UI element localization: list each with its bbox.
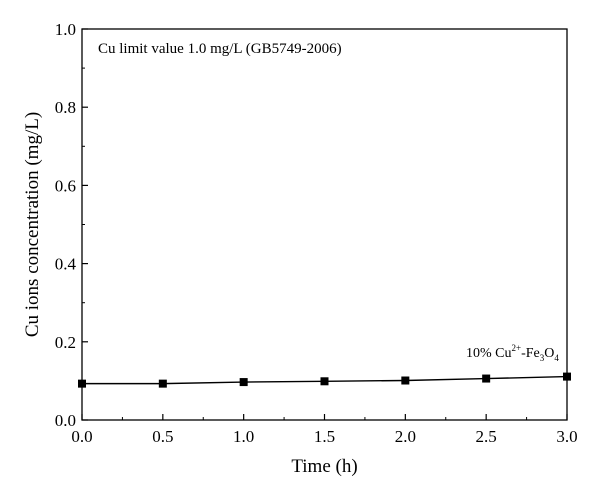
y-tick-label: 0.0 bbox=[55, 411, 76, 430]
y-tick-label: 0.2 bbox=[55, 333, 76, 352]
y-axis-title: Cu ions concentration (mg/L) bbox=[22, 112, 43, 337]
data-point-marker bbox=[482, 374, 491, 383]
series-label: 10% Cu2+-Fe3O4 bbox=[466, 343, 559, 363]
x-tick-label: 3.0 bbox=[556, 427, 577, 446]
data-point-marker bbox=[563, 372, 571, 381]
series-layer bbox=[78, 372, 571, 388]
series-label-middle2: O bbox=[544, 346, 554, 361]
data-point-marker bbox=[78, 379, 86, 388]
x-tick-label: 0.5 bbox=[152, 427, 173, 446]
x-axis-title: Time (h) bbox=[291, 456, 357, 477]
series-label-superscript: 2+ bbox=[512, 343, 522, 353]
x-tick-label: 2.5 bbox=[476, 427, 497, 446]
y-tick-label: 0.6 bbox=[55, 176, 76, 195]
data-point-marker bbox=[158, 379, 167, 388]
data-point-marker bbox=[401, 376, 410, 385]
plot-area-frame bbox=[81, 28, 568, 421]
y-tick-label: 0.4 bbox=[55, 255, 77, 274]
x-tick-label: 2.0 bbox=[395, 427, 416, 446]
series-label-subscript: 4 bbox=[554, 353, 559, 363]
x-tick-label: 1.5 bbox=[314, 427, 335, 446]
limit-annotation: Cu limit value 1.0 mg/L (GB5749-2006) bbox=[98, 41, 342, 57]
series-label-middle: -Fe bbox=[521, 346, 540, 361]
data-point-marker bbox=[239, 378, 248, 387]
x-tick-label: 1.0 bbox=[233, 427, 254, 446]
x-tick-label: 0.0 bbox=[71, 427, 92, 446]
series-label-subscript: 3 bbox=[540, 353, 545, 363]
y-axis-ticks: 0.0 0.2 0.4 0.6 0.8 1.0 bbox=[55, 20, 88, 430]
x-axis-ticks: 0.0 0.5 1.0 1.5 2.0 2.5 3.0 bbox=[71, 414, 578, 446]
series-label-prefix: 10% Cu bbox=[466, 346, 512, 361]
y-tick-label: 1.0 bbox=[55, 20, 76, 39]
data-point-marker bbox=[320, 377, 329, 386]
y-tick-label: 0.8 bbox=[55, 98, 76, 117]
